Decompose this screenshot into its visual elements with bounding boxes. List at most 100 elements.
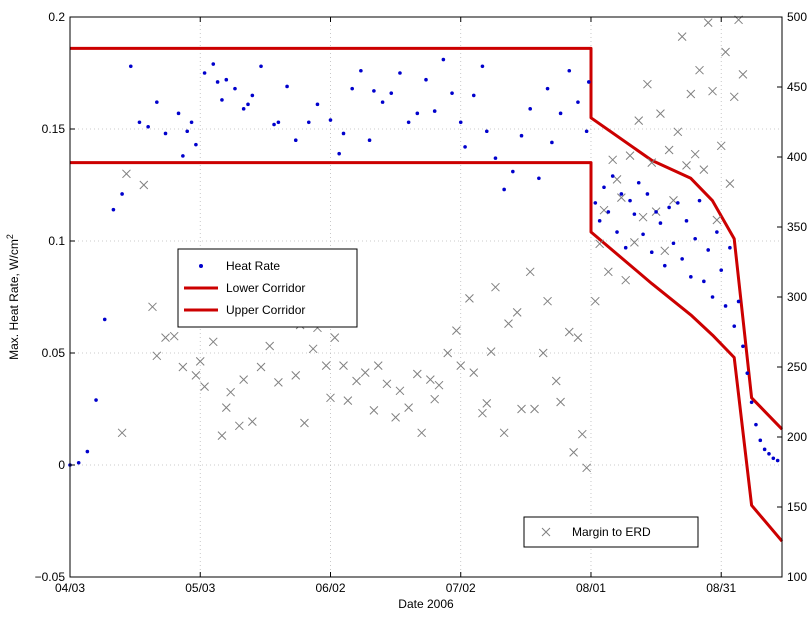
heat-rate-point bbox=[424, 77, 428, 82]
margin-point bbox=[404, 403, 413, 412]
heat-rate-point bbox=[693, 236, 697, 241]
margin-point bbox=[369, 406, 379, 415]
heat-rate-point bbox=[246, 102, 250, 107]
margin-point bbox=[482, 399, 492, 408]
heat-rate-point bbox=[137, 120, 142, 125]
margin-point bbox=[725, 179, 735, 188]
margin-point bbox=[195, 357, 205, 366]
heat-rate-point bbox=[697, 198, 702, 203]
margin-point bbox=[478, 408, 487, 418]
margin-point bbox=[430, 394, 440, 404]
margin-point bbox=[590, 296, 600, 306]
heat-rate-point bbox=[775, 458, 780, 463]
heat-rate-point bbox=[272, 122, 276, 127]
margin-point bbox=[300, 418, 309, 428]
corridor-lines bbox=[70, 46, 784, 543]
margin-point bbox=[738, 70, 748, 79]
heat-rate-point bbox=[181, 154, 185, 158]
margin-point bbox=[148, 302, 157, 312]
heat-rate-point bbox=[85, 449, 90, 454]
heat-rate-point bbox=[463, 145, 467, 149]
heat-rate-point bbox=[528, 107, 532, 111]
margin-point bbox=[265, 341, 275, 351]
x-tick-label: 07/02 bbox=[446, 581, 476, 595]
heat-rate-point bbox=[76, 460, 81, 465]
heat-rate-point bbox=[480, 64, 485, 69]
heat-rate-point bbox=[155, 100, 159, 104]
margin-point bbox=[686, 89, 696, 99]
margin-point bbox=[247, 417, 257, 426]
y-tick-label: 0.1 bbox=[48, 234, 65, 248]
heat-rate-point bbox=[259, 64, 263, 69]
heat-rate-point bbox=[758, 438, 763, 443]
margin-point bbox=[382, 379, 392, 389]
legend-marker bbox=[541, 527, 551, 537]
heat-rate-point bbox=[471, 93, 476, 98]
heat-rate-point bbox=[606, 210, 611, 214]
heat-rate-point bbox=[762, 447, 767, 452]
legend-box-secondary bbox=[523, 516, 699, 548]
heat-rate-point bbox=[676, 201, 680, 205]
margin-point bbox=[161, 333, 170, 342]
margin-point bbox=[456, 361, 466, 370]
heat-rate-point bbox=[128, 64, 133, 69]
margin-point bbox=[556, 397, 565, 407]
margin-point bbox=[191, 371, 201, 380]
heat-rate-point bbox=[484, 129, 489, 134]
margin-point bbox=[673, 127, 683, 137]
margin-point bbox=[200, 382, 209, 391]
margin-point bbox=[577, 429, 587, 439]
heat-rate-point bbox=[389, 91, 394, 95]
margin-point bbox=[395, 386, 405, 396]
heat-rate-point bbox=[406, 120, 411, 125]
heat-rate-point bbox=[719, 268, 724, 272]
y2-tick-label: 100 bbox=[787, 570, 807, 584]
margin-point bbox=[595, 239, 605, 249]
heat-rate-point bbox=[176, 111, 181, 116]
heat-rate-point bbox=[636, 180, 641, 185]
x-tick-label: 06/02 bbox=[315, 581, 345, 595]
heat-rate-point bbox=[398, 71, 402, 75]
margin-point bbox=[682, 161, 691, 170]
heat-rate-point bbox=[645, 192, 650, 196]
margin-point bbox=[634, 116, 644, 125]
heat-rate-point bbox=[632, 212, 637, 216]
margin-point bbox=[308, 344, 318, 354]
margin-point bbox=[699, 165, 709, 174]
heat-rate-point bbox=[767, 452, 771, 456]
margin-point bbox=[256, 362, 266, 372]
heat-rate-point bbox=[641, 232, 645, 237]
margin-point bbox=[352, 376, 361, 386]
y-axis-label: Max. Heat Rate, W/cm2 bbox=[5, 234, 21, 360]
heat-rate-point bbox=[741, 344, 745, 349]
heat-rate-point bbox=[658, 221, 663, 225]
margin-point bbox=[690, 149, 700, 159]
margin-point bbox=[551, 376, 561, 386]
x-axis-label: Date 2006 bbox=[398, 597, 454, 611]
heat-rate-point bbox=[749, 400, 754, 405]
heat-rate-point bbox=[341, 131, 346, 136]
y2-axis-ticks: 100 150 200 250 300 350 400 450 500 bbox=[777, 10, 807, 584]
margin-point bbox=[391, 413, 400, 422]
heat-rate-point bbox=[211, 62, 216, 66]
margin-point bbox=[434, 380, 444, 390]
heat-rate-point bbox=[597, 219, 602, 223]
heat-rate-point bbox=[306, 120, 311, 125]
margin-point bbox=[234, 421, 244, 431]
margin-point bbox=[617, 193, 626, 202]
heat-rate-point bbox=[710, 295, 715, 299]
margin-point bbox=[417, 428, 427, 438]
y2-tick-label: 500 bbox=[787, 10, 807, 24]
margin-to-erd-points bbox=[117, 15, 748, 473]
heat-rate-point bbox=[728, 245, 732, 250]
heat-rate-point bbox=[224, 77, 229, 82]
heat-rate-point bbox=[493, 156, 498, 160]
legend-label: Margin to ERD bbox=[572, 525, 651, 539]
margin-point bbox=[486, 347, 496, 356]
heat-rate-point bbox=[432, 109, 437, 113]
heat-rate-point bbox=[662, 263, 667, 268]
margin-point bbox=[443, 348, 453, 358]
margin-point bbox=[504, 319, 513, 328]
margin-point bbox=[373, 361, 383, 370]
